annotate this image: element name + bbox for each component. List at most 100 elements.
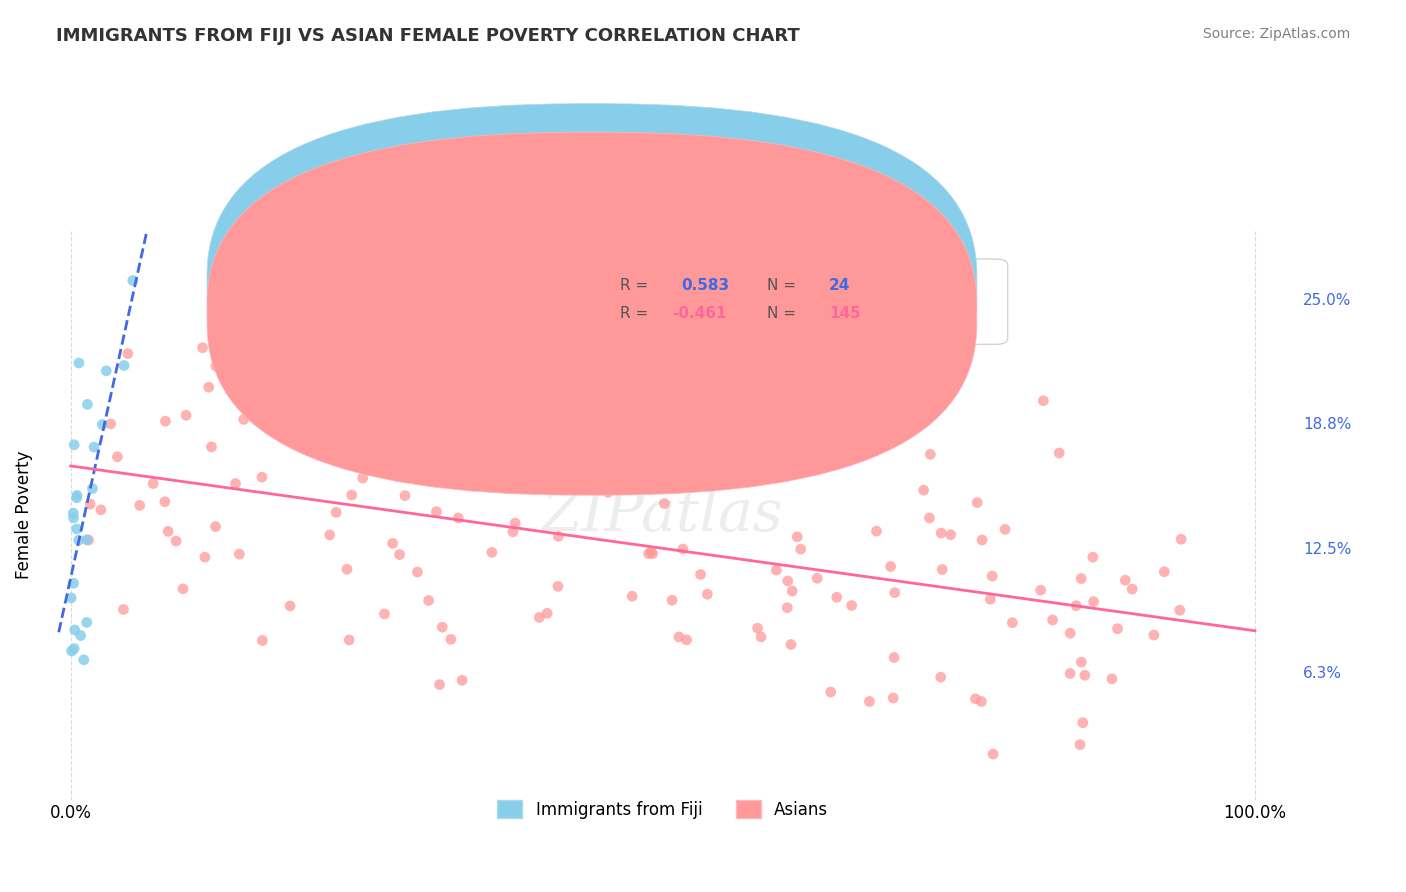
Point — [318, 528, 340, 542]
Point — [912, 483, 935, 498]
Point — [879, 559, 901, 574]
Text: 12.5%: 12.5% — [1303, 542, 1351, 558]
Point — [384, 452, 406, 467]
Point — [1153, 565, 1175, 579]
Point — [359, 452, 381, 467]
Point — [197, 380, 219, 394]
Point — [336, 562, 359, 576]
Point — [77, 533, 100, 547]
Point — [352, 471, 374, 485]
Point — [786, 530, 808, 544]
Point — [648, 361, 671, 376]
Point — [789, 542, 811, 557]
Point — [1101, 672, 1123, 686]
Point — [1107, 622, 1129, 636]
Point — [90, 503, 112, 517]
Point — [616, 446, 638, 460]
Point — [1069, 738, 1091, 752]
Point — [91, 417, 114, 432]
Point — [858, 694, 880, 708]
Point — [418, 593, 440, 607]
Point — [82, 482, 104, 496]
Point — [730, 459, 752, 474]
Point — [1070, 572, 1092, 586]
Point — [204, 519, 226, 533]
Point — [165, 534, 187, 549]
Point — [994, 522, 1017, 536]
Point — [1032, 393, 1054, 408]
Point — [326, 430, 349, 444]
Point — [1059, 666, 1081, 681]
Point — [981, 569, 1004, 583]
Text: N =: N = — [768, 277, 801, 293]
Point — [747, 621, 769, 635]
Point — [1168, 603, 1191, 617]
Point — [325, 505, 347, 519]
Point — [60, 591, 83, 605]
Point — [432, 620, 454, 634]
Point — [1029, 583, 1052, 598]
Point — [62, 506, 84, 520]
Point — [1114, 573, 1136, 587]
Point — [449, 445, 471, 459]
Text: R =: R = — [620, 277, 652, 293]
Point — [373, 607, 395, 621]
Point — [1074, 668, 1097, 682]
Point — [323, 314, 346, 328]
Point — [637, 547, 659, 561]
Point — [63, 438, 86, 452]
Point — [337, 632, 360, 647]
Point — [931, 562, 953, 576]
Point — [228, 547, 250, 561]
Point — [381, 536, 404, 550]
Point — [340, 373, 363, 387]
Point — [100, 417, 122, 431]
Point — [225, 476, 247, 491]
Text: 24: 24 — [830, 277, 851, 293]
Point — [292, 422, 315, 436]
Point — [529, 610, 551, 624]
Text: N =: N = — [768, 306, 801, 321]
Point — [155, 414, 177, 428]
Point — [929, 670, 952, 684]
Point — [918, 511, 941, 525]
Legend: Immigrants from Fiji, Asians: Immigrants from Fiji, Asians — [491, 794, 835, 825]
Point — [468, 418, 491, 433]
Point — [117, 346, 139, 360]
Point — [191, 341, 214, 355]
Text: 145: 145 — [830, 306, 860, 321]
Point — [157, 524, 180, 539]
Point — [63, 641, 86, 656]
Point — [440, 632, 463, 647]
Point — [62, 511, 84, 525]
Point — [394, 489, 416, 503]
Point — [481, 545, 503, 559]
Point — [62, 576, 84, 591]
Point — [340, 488, 363, 502]
Point — [675, 632, 697, 647]
Point — [250, 470, 273, 484]
Point — [112, 359, 135, 373]
Point — [1081, 550, 1104, 565]
Point — [1070, 655, 1092, 669]
Point — [128, 499, 150, 513]
Point — [67, 356, 90, 370]
Point — [929, 526, 952, 541]
Point — [776, 458, 799, 472]
Text: ZIPatlas: ZIPatlas — [541, 487, 783, 543]
Point — [598, 485, 620, 500]
Point — [979, 592, 1001, 607]
Point — [547, 579, 569, 593]
Text: 25.0%: 25.0% — [1303, 293, 1351, 308]
Point — [641, 547, 664, 561]
Point — [67, 533, 90, 548]
Point — [63, 623, 86, 637]
Point — [776, 574, 799, 588]
FancyBboxPatch shape — [207, 132, 977, 495]
Point — [776, 600, 799, 615]
Point — [429, 677, 451, 691]
Point — [624, 465, 647, 479]
Point — [60, 644, 83, 658]
Point — [966, 495, 988, 509]
Point — [252, 633, 274, 648]
